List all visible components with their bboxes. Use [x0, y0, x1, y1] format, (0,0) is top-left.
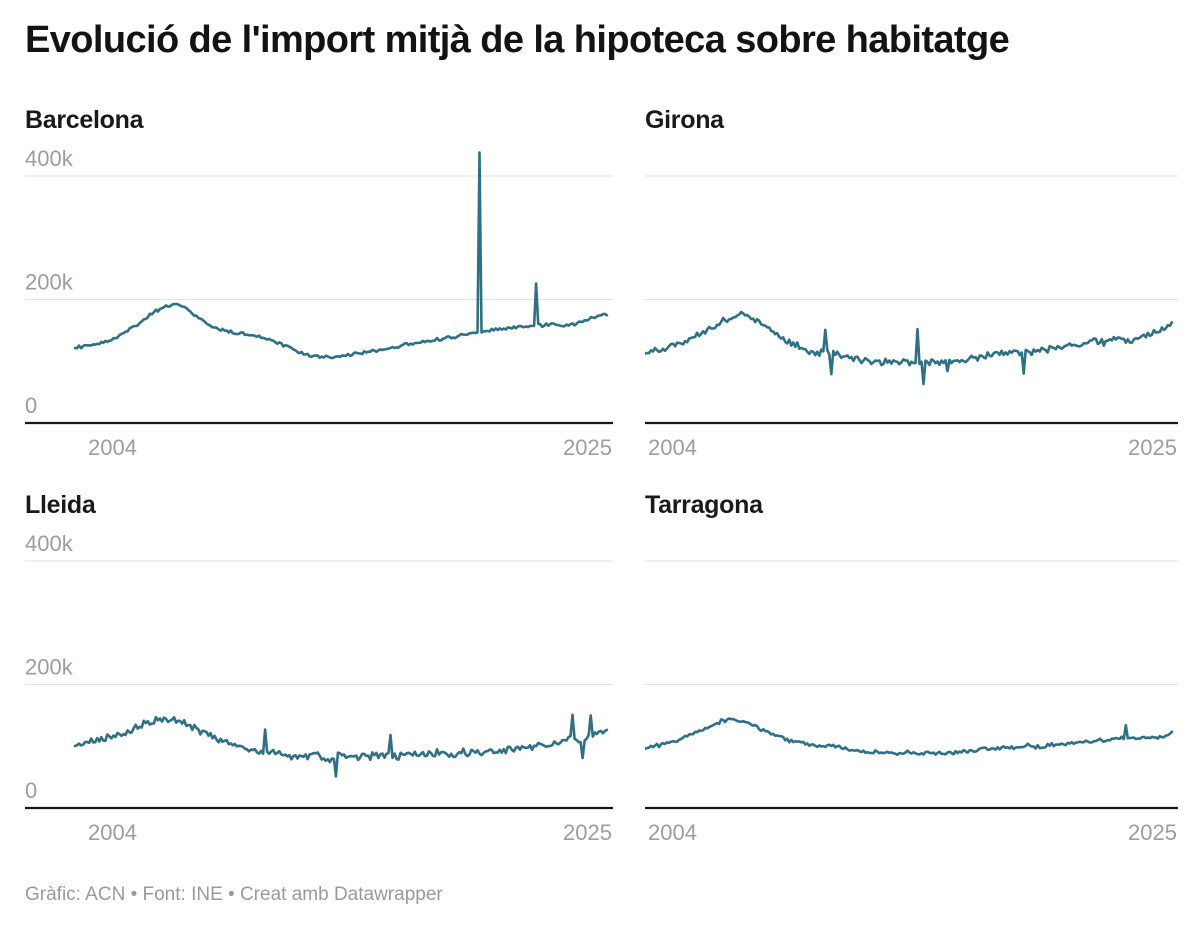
x-tick-label-end: 2025 [563, 435, 612, 456]
plot-svg-lleida: 400k 200k 0 2004 2025 [25, 531, 613, 841]
x-tick-label-end: 2025 [1128, 820, 1177, 841]
y-tick-label: 400k [25, 146, 74, 171]
x-tick-label-start: 2004 [88, 435, 137, 456]
panel-barcelona: Barcelona 400k 200k 0 2004 2025 [25, 105, 613, 460]
panel-title-barcelona: Barcelona [25, 106, 144, 134]
data-line-lleida [73, 713, 609, 778]
x-tick-label-start: 2004 [648, 820, 697, 841]
y-tick-label: 400k [25, 531, 74, 556]
chart-footer: Gràfic: ACN • Font: INE • Creat amb Data… [25, 884, 443, 905]
panel-tarragona: Tarragona 2004 2025 [645, 490, 1178, 845]
data-line-tarragona [645, 717, 1174, 757]
x-tick-label-start: 2004 [88, 820, 137, 841]
x-tick-label-end: 2025 [1128, 435, 1177, 456]
panel-title-girona: Girona [645, 106, 724, 134]
panel-title-tarragona: Tarragona [645, 491, 763, 519]
y-tick-label: 0 [25, 778, 37, 803]
chart-title: Evolució de l'import mitjà de la hipotec… [25, 19, 1010, 61]
y-tick-label: 200k [25, 655, 74, 680]
panel-girona: Girona 2004 2025 [645, 105, 1178, 460]
y-tick-label: 0 [25, 393, 37, 418]
data-line-barcelona [73, 151, 609, 360]
line-plot-lleida: 400k 200k 0 2004 2025 [25, 521, 613, 841]
plot-svg-barcelona: 400k 200k 0 2004 2025 [25, 146, 613, 456]
line-plot-barcelona: 400k 200k 0 2004 2025 [25, 136, 613, 456]
line-plot-tarragona: 2004 2025 [645, 521, 1178, 841]
line-plot-girona: 2004 2025 [645, 136, 1178, 456]
plot-svg-girona: 2004 2025 [645, 175, 1178, 456]
panel-title-lleida: Lleida [25, 491, 96, 519]
data-line-girona [645, 310, 1174, 386]
plot-svg-tarragona: 2004 2025 [645, 560, 1178, 841]
panel-lleida: Lleida 400k 200k 0 2004 2025 [25, 490, 613, 845]
y-tick-label: 200k [25, 270, 74, 295]
x-tick-label-end: 2025 [563, 820, 612, 841]
x-tick-label-start: 2004 [648, 435, 697, 456]
